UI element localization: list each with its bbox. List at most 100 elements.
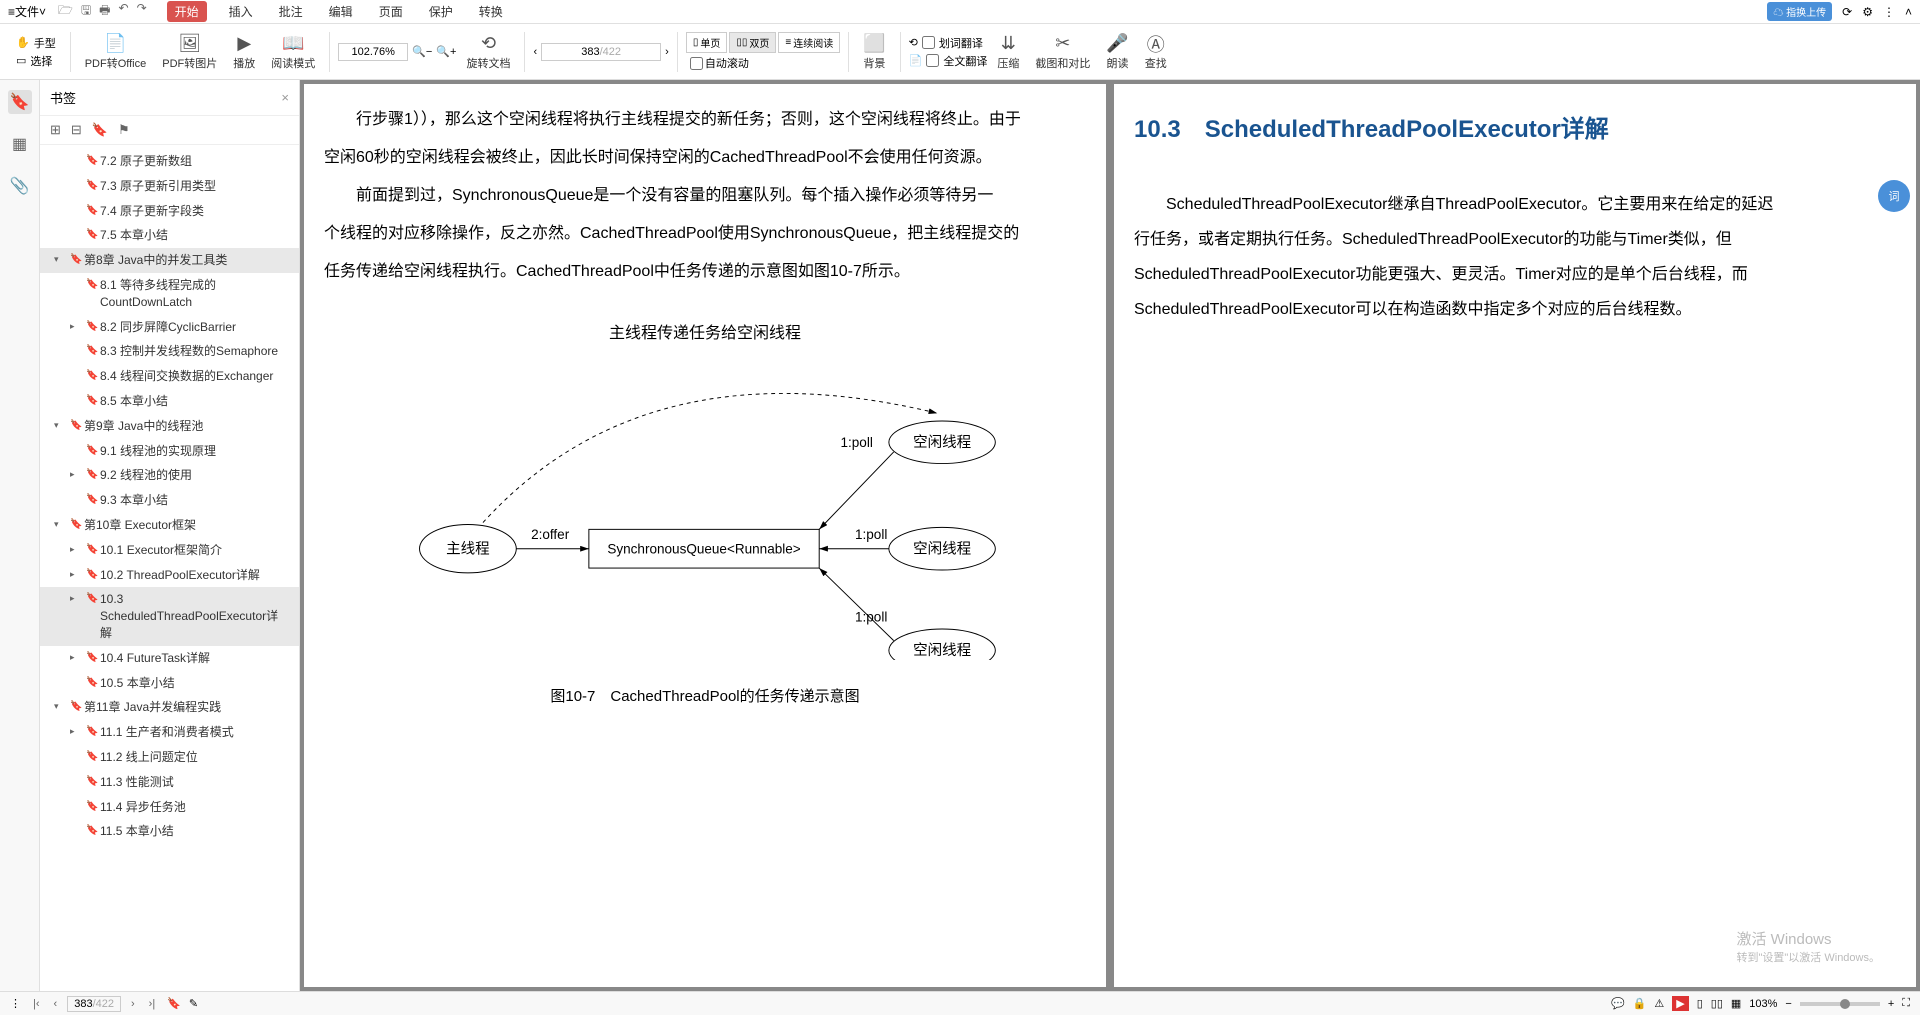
bookmark-item[interactable]: 🔖9.3 本章小结 bbox=[40, 488, 299, 513]
tab-convert[interactable]: 转换 bbox=[475, 1, 507, 22]
read-mode[interactable]: 📖阅读模式 bbox=[265, 33, 321, 71]
sb-menu-icon[interactable]: ⋮ bbox=[10, 997, 21, 1010]
sb-play-icon[interactable]: ▶ bbox=[1672, 996, 1688, 1011]
word-translate[interactable]: ⟲ 划词翻译 bbox=[909, 35, 988, 51]
tab-insert[interactable]: 插入 bbox=[225, 1, 257, 22]
bookmark-item[interactable]: ▾🔖第10章 Executor框架 bbox=[40, 513, 299, 538]
sb-view2-icon[interactable]: ▯▯ bbox=[1711, 997, 1723, 1010]
bookmark-rail-icon[interactable]: 🔖 bbox=[8, 90, 32, 114]
sb-lock-icon[interactable]: 🔒 bbox=[1633, 997, 1647, 1010]
crop-btn[interactable]: ✂截图和对比 bbox=[1029, 33, 1096, 71]
hand-mode[interactable]: ✋ 手型 bbox=[16, 35, 56, 51]
bookmark-item[interactable]: 🔖11.4 异步任务池 bbox=[40, 795, 299, 820]
background-btn[interactable]: ⬜背景 bbox=[857, 33, 891, 71]
bookmark-flag-icon[interactable]: ⚑ bbox=[118, 122, 130, 138]
collapse-icon[interactable]: ˄ bbox=[1905, 5, 1912, 19]
continuous-btn[interactable]: ≡ 连续阅读 bbox=[778, 32, 840, 53]
bookmark-item[interactable]: ▾🔖第9章 Java中的线程池 bbox=[40, 414, 299, 439]
print-icon[interactable]: 🖶 bbox=[99, 1, 110, 22]
next-page-icon[interactable]: › bbox=[127, 998, 139, 1010]
bookmark-tree: 🔖7.2 原子更新数组🔖7.3 原子更新引用类型🔖7.4 原子更新字段类🔖7.5… bbox=[40, 145, 299, 991]
sb-view3-icon[interactable]: ▦ bbox=[1731, 997, 1741, 1010]
open-icon[interactable]: 🗁 bbox=[58, 1, 73, 22]
double-page-btn[interactable]: ▯▯ 双页 bbox=[729, 32, 776, 53]
bookmark-item[interactable]: 🔖8.1 等待多线程完成的CountDownLatch bbox=[40, 273, 299, 315]
bookmark-item[interactable]: 🔖11.5 本章小结 bbox=[40, 819, 299, 844]
bookmark-item[interactable]: ▾🔖第8章 Java中的并发工具类 bbox=[40, 248, 299, 273]
compress-btn[interactable]: ⇊压缩 bbox=[991, 33, 1025, 71]
zoom-minus-icon[interactable]: − bbox=[1785, 998, 1791, 1010]
pdf-to-image[interactable]: 🖼PDF转图片 bbox=[156, 33, 223, 71]
settings-icon[interactable]: ⚙ bbox=[1862, 5, 1873, 19]
rotate-button[interactable]: ⟲旋转文档 bbox=[460, 33, 516, 71]
pdf-to-office[interactable]: 📄PDF转Office bbox=[79, 33, 153, 71]
bookmark-item[interactable]: ▸🔖8.2 同步屏障CyclicBarrier bbox=[40, 315, 299, 340]
add-bookmark-icon[interactable]: 🔖 bbox=[92, 122, 108, 138]
tab-comment[interactable]: 批注 bbox=[275, 1, 307, 22]
full-translate[interactable]: 📄 全文翻译 bbox=[909, 53, 988, 69]
first-page-icon[interactable]: |‹ bbox=[29, 998, 44, 1010]
single-page-btn[interactable]: ▯ 单页 bbox=[686, 32, 728, 53]
sb-bookmark-icon[interactable]: 🔖 bbox=[167, 997, 181, 1010]
tab-edit[interactable]: 编辑 bbox=[325, 1, 357, 22]
bookmark-item[interactable]: 🔖11.3 性能测试 bbox=[40, 770, 299, 795]
sb-note-icon[interactable]: ✎ bbox=[189, 997, 198, 1010]
bookmark-item[interactable]: 🔖8.5 本章小结 bbox=[40, 389, 299, 414]
svg-text:2:offer: 2:offer bbox=[531, 527, 570, 542]
float-assistant-icon[interactable]: 词 bbox=[1878, 180, 1910, 212]
bookmark-item[interactable]: ▸🔖9.2 线程池的使用 bbox=[40, 463, 299, 488]
prev-page-icon[interactable]: ‹ bbox=[533, 46, 537, 58]
attachment-rail-icon[interactable]: 📎 bbox=[8, 174, 32, 198]
fullscreen-icon[interactable]: ⛶ bbox=[1902, 997, 1910, 1010]
thumbnail-rail-icon[interactable]: ▦ bbox=[8, 132, 32, 156]
read-aloud-btn[interactable]: 🎤朗读 bbox=[1100, 33, 1134, 71]
bookmark-item[interactable]: ▸🔖10.2 ThreadPoolExecutor详解 bbox=[40, 563, 299, 588]
bookmark-item[interactable]: 🔖8.4 线程间交换数据的Exchanger bbox=[40, 364, 299, 389]
file-menu[interactable]: ≡ 文件 ˅ bbox=[8, 3, 46, 20]
bookmark-item[interactable]: 🔖7.2 原子更新数组 bbox=[40, 149, 299, 174]
bookmark-item[interactable]: ▸🔖10.1 Executor框架简介 bbox=[40, 538, 299, 563]
document-area[interactable]: 行步骤1）），那么这个空闲线程将执行主线程提交的新任务；否则，这个空闲线程将终止… bbox=[300, 80, 1920, 991]
redo-icon[interactable]: ↷ bbox=[137, 1, 147, 22]
zoom-slider[interactable] bbox=[1800, 1002, 1880, 1006]
bookmark-item[interactable]: 🔖7.5 本章小结 bbox=[40, 223, 299, 248]
page-input[interactable]: 383/422 bbox=[541, 43, 661, 61]
save-icon[interactable]: 🖫 bbox=[81, 1, 91, 22]
bookmark-header: 书签 × bbox=[40, 80, 299, 116]
zoom-input[interactable] bbox=[338, 43, 408, 61]
status-page[interactable]: 383/422 bbox=[67, 996, 121, 1012]
zoom-plus-icon[interactable]: + bbox=[1888, 998, 1894, 1010]
last-page-icon[interactable]: ›| bbox=[145, 998, 160, 1010]
sync-icon[interactable]: ⟳ bbox=[1842, 5, 1852, 19]
bookmark-item[interactable]: 🔖7.4 原子更新字段类 bbox=[40, 199, 299, 224]
select-mode[interactable]: ▭ 选择 bbox=[16, 53, 56, 69]
undo-icon[interactable]: ↶ bbox=[119, 1, 129, 22]
tab-start[interactable]: 开始 bbox=[167, 1, 207, 22]
bookmark-item[interactable]: ▸🔖10.3 ScheduledThreadPoolExecutor详解 bbox=[40, 587, 299, 645]
tab-protect[interactable]: 保护 bbox=[425, 1, 457, 22]
find-btn[interactable]: Ⓐ查找 bbox=[1139, 33, 1173, 71]
bookmark-item[interactable]: 🔖11.2 线上问题定位 bbox=[40, 745, 299, 770]
zoom-in-icon[interactable]: 🔍+ bbox=[436, 45, 456, 58]
close-panel-icon[interactable]: × bbox=[281, 90, 289, 105]
more-icon[interactable]: ⋮ bbox=[1883, 5, 1895, 19]
bookmark-item[interactable]: 🔖8.3 控制并发线程数的Semaphore bbox=[40, 339, 299, 364]
next-page-icon[interactable]: › bbox=[665, 46, 669, 58]
upload-badge[interactable]: ☁ 指换上传 bbox=[1767, 2, 1832, 21]
bookmark-item[interactable]: ▸🔖10.4 FutureTask详解 bbox=[40, 646, 299, 671]
bookmark-item[interactable]: ▸🔖11.1 生产者和消费者模式 bbox=[40, 720, 299, 745]
sb-view1-icon[interactable]: ▯ bbox=[1697, 997, 1703, 1010]
expand-all-icon[interactable]: ⊞ bbox=[50, 122, 61, 138]
tab-page[interactable]: 页面 bbox=[375, 1, 407, 22]
bookmark-item[interactable]: 🔖7.3 原子更新引用类型 bbox=[40, 174, 299, 199]
sb-warn-icon[interactable]: ⚠ bbox=[1654, 997, 1664, 1010]
sb-comment-icon[interactable]: 💬 bbox=[1611, 997, 1625, 1010]
collapse-all-icon[interactable]: ⊟ bbox=[71, 122, 82, 138]
play-button[interactable]: ▶播放 bbox=[227, 33, 261, 71]
zoom-out-icon[interactable]: 🔍− bbox=[412, 45, 432, 58]
auto-scroll[interactable]: 自动滚动 bbox=[690, 55, 840, 71]
bookmark-item[interactable]: 🔖9.1 线程池的实现原理 bbox=[40, 439, 299, 464]
bookmark-item[interactable]: ▾🔖第11章 Java并发编程实践 bbox=[40, 695, 299, 720]
bookmark-item[interactable]: 🔖10.5 本章小结 bbox=[40, 671, 299, 696]
prev-page-icon[interactable]: ‹ bbox=[50, 998, 62, 1010]
